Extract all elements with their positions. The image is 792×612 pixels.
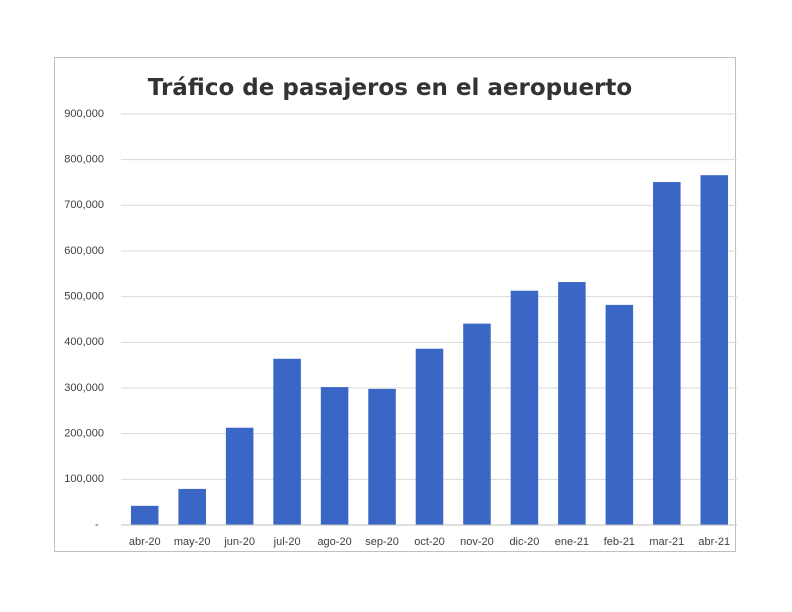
bar-jul-20 <box>273 358 301 525</box>
chart-title: Tráfico de pasajeros en el aeropuerto <box>148 75 632 101</box>
x-tick-label: sep-20 <box>365 536 399 548</box>
bar-abr-20 <box>130 505 159 525</box>
x-tick-label: ago-20 <box>317 536 351 548</box>
y-tick-label: 800,000 <box>64 154 104 166</box>
bars <box>130 175 729 525</box>
x-tick-label: jun-20 <box>223 536 255 548</box>
x-tick-label: nov-20 <box>460 536 494 548</box>
x-tick-label: mar-21 <box>649 536 684 548</box>
y-tick-label: 400,000 <box>64 336 104 348</box>
bar-oct-20 <box>415 348 444 525</box>
y-tick-label: 500,000 <box>64 291 104 303</box>
gridlines <box>121 113 737 480</box>
y-tick-label: 300,000 <box>64 382 104 394</box>
x-tick-label: feb-21 <box>604 536 635 548</box>
x-tick-label: dic-20 <box>509 536 539 548</box>
x-tick-label: abr-20 <box>129 536 161 548</box>
bar-sep-20 <box>368 388 396 525</box>
bar-mar-21 <box>653 182 681 525</box>
bar-abr-21 <box>700 175 729 525</box>
bar-ago-20 <box>320 387 349 525</box>
bar-jun-20 <box>225 427 254 525</box>
y-tick-label: 100,000 <box>64 473 104 485</box>
bar-nov-20 <box>463 323 491 525</box>
x-tick-label: may-20 <box>174 536 211 548</box>
x-axis-tick-labels: abr-20 may-20 jun-20 jul-20 ago-20 sep-20 oct-… <box>129 536 730 548</box>
bar-feb-21 <box>605 304 634 525</box>
x-tick-label: oct-20 <box>414 536 445 548</box>
bar-ene-21 <box>558 282 586 525</box>
y-axis-tick-labels: - 100,000 200,000 300,000 400,000 500,000 600,… <box>64 108 104 531</box>
y-tick-label: 900,000 <box>64 108 104 120</box>
x-tick-label: ene-21 <box>555 536 589 548</box>
y-tick-label: - <box>95 519 99 531</box>
x-tick-label: jul-20 <box>273 536 301 548</box>
chart-frame: Tráfico de pasajeros en el aeropuerto - 1… <box>54 57 737 552</box>
bar-chart: Tráfico de pasajeros en el aeropuerto - 1… <box>64 75 737 548</box>
y-tick-label: 700,000 <box>64 199 104 211</box>
bar-dic-20 <box>510 290 539 525</box>
bar-may-20 <box>178 488 206 525</box>
y-tick-label: 200,000 <box>64 428 104 440</box>
y-tick-label: 600,000 <box>64 245 104 257</box>
x-tick-label: abr-21 <box>698 536 730 548</box>
